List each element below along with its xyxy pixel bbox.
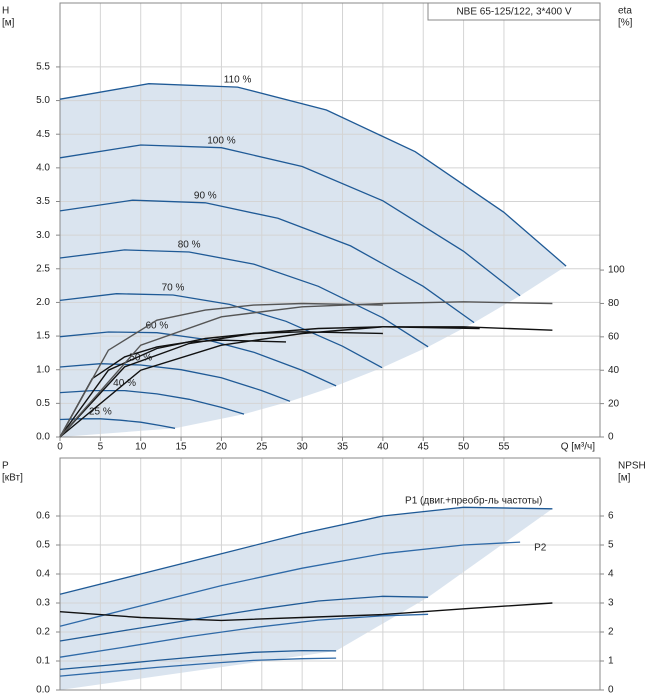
- x-tick-label: 40: [377, 442, 389, 453]
- y-tick-label: 2.0: [36, 297, 50, 308]
- curve: [59, 199, 475, 324]
- curve-label: 70 %: [162, 283, 185, 294]
- curve: [59, 657, 337, 677]
- y-tick-label: 0.2: [36, 627, 50, 638]
- y2-tick-label: 0: [608, 432, 614, 443]
- x-tick-label: 0: [57, 442, 63, 453]
- curve: [59, 649, 337, 671]
- y-tick-label: 4.5: [36, 129, 50, 140]
- y-tick-label: 3.0: [36, 230, 50, 241]
- curve-label: 25 %: [89, 406, 112, 417]
- legend-label: P1 (двиг.+преобр-ль частоты): [405, 494, 542, 506]
- x-tick-label: 5: [98, 442, 104, 453]
- y2-tick-label: 0: [608, 685, 614, 696]
- y-tick-label: 4.0: [36, 162, 50, 173]
- y-tick-label: 5.5: [36, 62, 50, 73]
- y-axis-label: P: [2, 461, 9, 472]
- y2-axis-label: eta: [618, 6, 632, 17]
- curve-label: 50 %: [129, 353, 152, 364]
- y2-tick-label: 2: [608, 627, 614, 638]
- curve: [59, 613, 429, 658]
- operating-area: [60, 83, 567, 437]
- x-tick-label: 45: [418, 442, 430, 453]
- y-tick-label: 0.1: [36, 656, 50, 667]
- x-tick-label: 10: [135, 442, 147, 453]
- y-tick-label: 0.3: [36, 598, 50, 609]
- y-tick-label: 1.0: [36, 364, 50, 375]
- y2-tick-label: 4: [608, 569, 614, 580]
- y-tick-label: 0.5: [36, 398, 50, 409]
- curve: [59, 83, 567, 267]
- plot-frame: [59, 2, 601, 438]
- curve: [59, 602, 553, 622]
- title-box: [427, 2, 601, 21]
- y-tick-label: 0.0: [36, 432, 50, 443]
- curve: [59, 595, 429, 642]
- x-tick-label: 25: [256, 442, 268, 453]
- y-tick-label: 0.6: [36, 511, 50, 522]
- y2-tick-label: 80: [608, 298, 620, 309]
- x-tick-label: 55: [498, 442, 510, 453]
- y2-tick-label: 100: [608, 265, 625, 276]
- y2-tick-label: 40: [608, 365, 620, 376]
- curve: [59, 326, 553, 438]
- curve: [59, 506, 553, 595]
- operating-area: [60, 507, 553, 690]
- y-tick-label: 0.5: [36, 540, 50, 551]
- curve: [59, 331, 337, 387]
- y2-tick-label: 20: [608, 398, 620, 409]
- y-axis-label: H: [2, 6, 9, 17]
- y-axis-unit: [м]: [2, 18, 15, 29]
- curve: [59, 331, 383, 438]
- y-tick-label: 3.5: [36, 196, 50, 207]
- curve: [59, 418, 176, 429]
- y2-axis-unit: [м]: [618, 473, 631, 484]
- y-tick-label: 2.5: [36, 263, 50, 274]
- curve: [59, 541, 521, 627]
- x-tick-label: 30: [297, 442, 309, 453]
- curve: [59, 301, 553, 438]
- chart-title: NBE 65-125/122, 3*400 V: [456, 7, 571, 18]
- x-tick-label: 20: [216, 442, 228, 453]
- x-tick-label: 50: [458, 442, 470, 453]
- curve-label: 60 %: [145, 320, 168, 331]
- curve-label: 100 %: [207, 135, 235, 146]
- y2-tick-label: 60: [608, 331, 620, 342]
- curve-label: 90 %: [194, 190, 217, 201]
- y-tick-label: 0.4: [36, 569, 50, 580]
- curve: [59, 249, 429, 348]
- curve: [59, 302, 383, 438]
- y2-tick-label: 5: [608, 540, 614, 551]
- y2-axis-label: NPSH: [618, 461, 646, 472]
- y2-tick-label: 1: [608, 656, 614, 667]
- y2-axis-unit: [%]: [618, 18, 633, 29]
- x-axis-label: Q [м³/ч]: [561, 442, 596, 453]
- curve: [59, 144, 521, 297]
- curve-label: 110 %: [224, 75, 252, 86]
- y-tick-label: 0.0: [36, 685, 50, 696]
- curve: [59, 293, 383, 369]
- curve-label: 80 %: [178, 240, 201, 251]
- y-tick-label: 5.0: [36, 95, 50, 106]
- y-tick-label: 1.5: [36, 331, 50, 342]
- curve: [59, 389, 245, 415]
- y-axis-unit: [кВт]: [2, 473, 23, 484]
- x-tick-label: 15: [176, 442, 188, 453]
- y2-tick-label: 6: [608, 511, 614, 522]
- x-tick-label: 35: [337, 442, 349, 453]
- legend-label: P2: [534, 543, 547, 554]
- y2-tick-label: 3: [608, 598, 614, 609]
